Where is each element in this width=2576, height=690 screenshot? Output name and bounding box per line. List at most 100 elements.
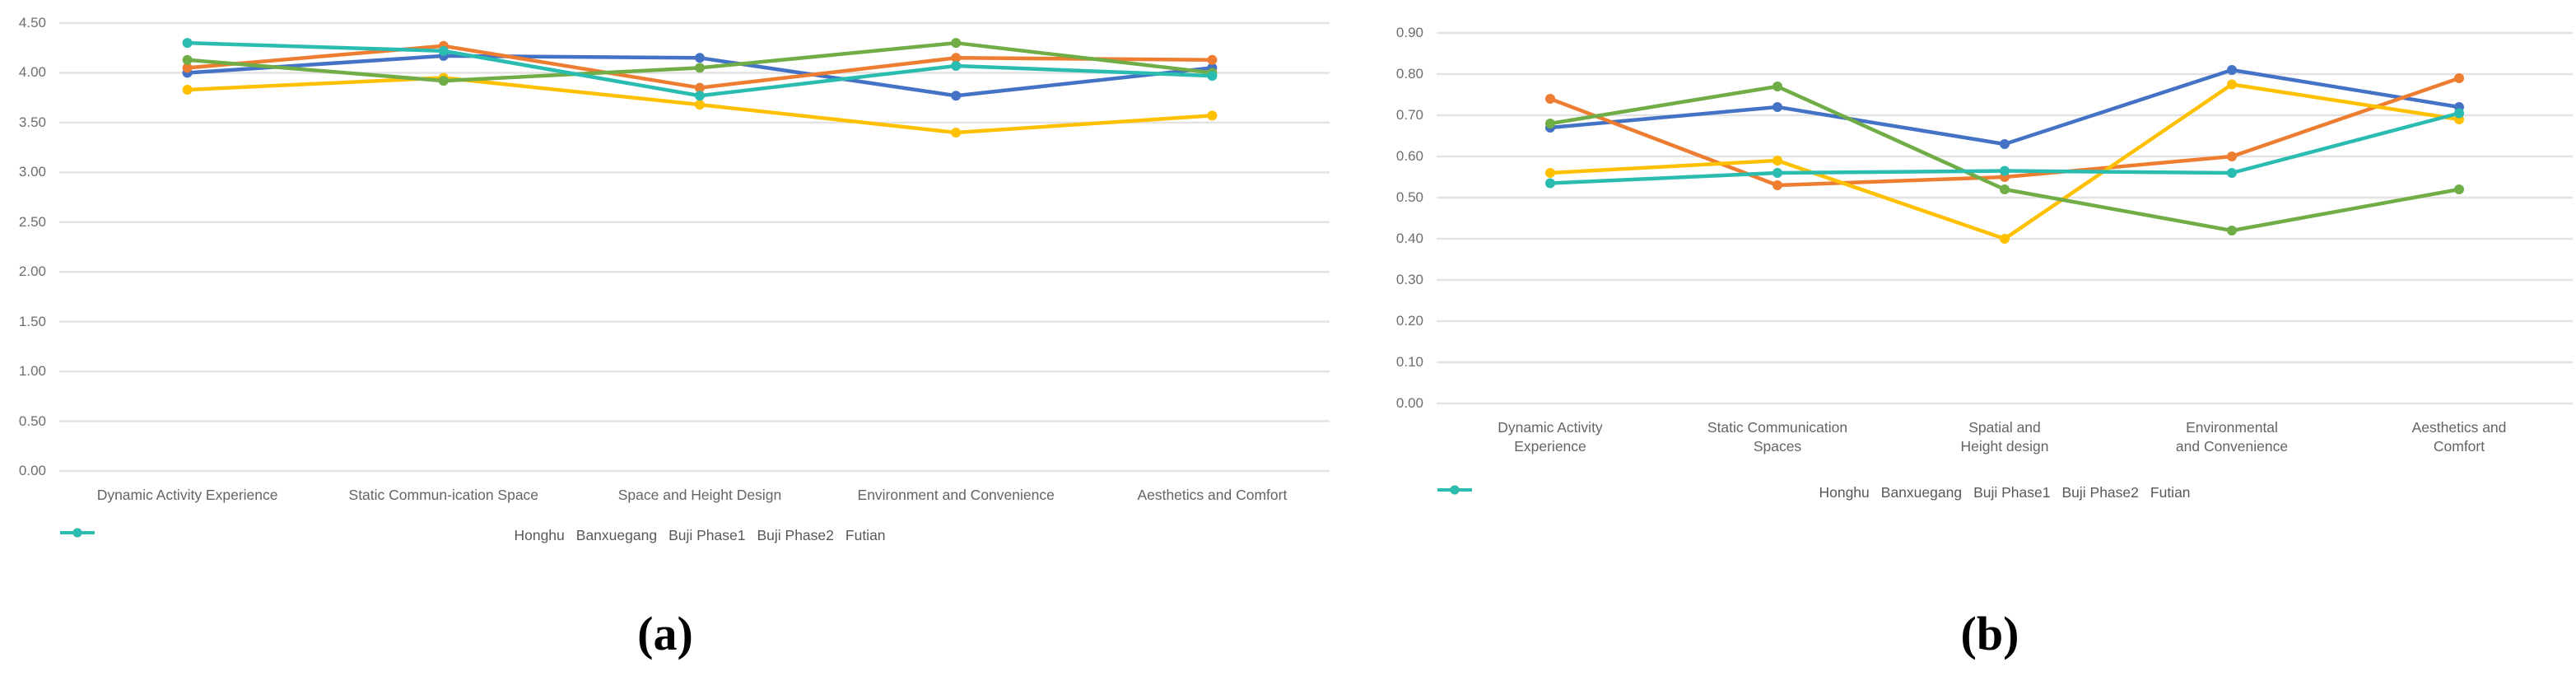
data-point (695, 100, 705, 110)
legend-label: Honghu (1819, 484, 1870, 501)
legend-item-buji-phase2: Buji Phase2 (1437, 484, 2139, 501)
x-category-label: Space and Height Design (617, 487, 782, 503)
data-point (695, 53, 705, 63)
y-tick-label: 0.50 (1395, 189, 1423, 205)
data-point (1772, 156, 1782, 166)
legend: Honghu Banxuegang Buji Phase1 Buji Phase2 Fu… (59, 527, 1340, 544)
legend-item-banxuegang: Banxuegang (60, 527, 658, 544)
legend-label: Buji Phase2 (757, 527, 834, 543)
legend-label: Banxuegang (575, 527, 658, 543)
data-point (1772, 82, 1782, 91)
legend-label: Buji Phase1 (1973, 484, 2051, 501)
y-tick-label: 0.10 (1395, 354, 1423, 370)
chart-b-panel: 0.90 0.80 0.70 0.60 0.50 0.40 0.30 0.20 0.10 0.00… (1350, 0, 2576, 576)
data-point (438, 45, 449, 56)
y-tick-label: 0.20 (1395, 313, 1423, 329)
x-category-label: Static Communication Spaces (1707, 419, 1848, 455)
caption-b: (b) (1960, 607, 2019, 660)
x-category-label: Dynamic Activity Experience (1498, 419, 1603, 455)
y-tick-label: 3.50 (18, 114, 46, 130)
y-tick-label: 0.50 (18, 413, 46, 429)
data-point (182, 54, 193, 65)
y-tick-label: 0.00 (18, 463, 46, 478)
y-tick-label: 2.00 (18, 263, 46, 280)
legend-label: Futian (845, 527, 886, 543)
legend-label: Honghu (514, 527, 565, 543)
data-point (1207, 71, 1218, 82)
y-tick-label: 0.40 (1395, 231, 1423, 246)
legend-label: Buji Phase2 (2061, 484, 2139, 501)
data-point (1207, 54, 1218, 65)
y-tick-label: 0.80 (1395, 66, 1423, 82)
data-point (2227, 168, 2237, 178)
data-point (1772, 102, 1782, 112)
data-point (1772, 180, 1782, 190)
chart-a-panel: 4.50 4.00 3.50 3.00 2.50 2.00 1.50 1.00 0.50 0.00… (0, 0, 1330, 576)
y-tick-label: 1.50 (18, 313, 46, 329)
data-point (951, 38, 962, 49)
data-point (1545, 168, 1555, 178)
chart-b-canvas (1437, 31, 2573, 405)
data-point (951, 127, 962, 138)
series-line-honghu (1548, 68, 2462, 147)
data-point (182, 38, 193, 49)
legend-label: Futian (2150, 484, 2191, 501)
data-point (2000, 166, 2010, 176)
data-point (182, 63, 193, 73)
data-point (1207, 110, 1218, 121)
y-tick-label: 1.00 (18, 363, 46, 380)
legend-item-buji-phase2: Buji Phase2 (60, 527, 834, 544)
legend-label: Banxuegang (1880, 484, 1963, 501)
legend-line-marker-icon (60, 528, 95, 538)
y-tick-label: 0.00 (1395, 395, 1423, 411)
x-category-label: Aesthetics and Comfort (2411, 419, 2507, 455)
data-point (1545, 94, 1555, 104)
y-tick-label: 2.50 (18, 213, 46, 230)
data-point (1545, 178, 1555, 189)
legend-item-banxuegang: Banxuegang (1437, 484, 1963, 501)
data-point (951, 60, 962, 71)
series-line-buji-phase2 (1548, 84, 2462, 233)
data-point (951, 91, 962, 101)
legend-line-marker-icon (1437, 485, 1472, 495)
legend-item-futian: Futian (60, 527, 886, 544)
data-point (2227, 65, 2237, 75)
data-point (2227, 226, 2237, 235)
data-point (2454, 108, 2464, 119)
y-tick-label: 0.30 (1395, 272, 1423, 287)
data-point (1545, 119, 1555, 128)
legend-item-futian: Futian (1437, 484, 2191, 501)
legend-item-honghu: Honghu (60, 527, 565, 544)
data-point (951, 53, 962, 63)
legend-item-buji-phase1: Buji Phase1 (60, 527, 746, 544)
x-category-label: Spatial and Height design (1960, 419, 2049, 455)
data-point (182, 84, 193, 95)
data-point (2454, 184, 2464, 194)
data-point (2227, 79, 2237, 90)
legend: Honghu Banxuegang Buji Phase1 Buji Phase2 Fu… (1437, 484, 2573, 501)
data-point (2000, 234, 2010, 244)
chart-a-canvas (59, 21, 1330, 473)
legend-label: Buji Phase1 (668, 527, 746, 543)
y-tick-label: 0.90 (1395, 25, 1423, 40)
data-point (438, 76, 449, 86)
data-point (695, 91, 705, 101)
data-point (2000, 184, 2010, 194)
y-tick-label: 4.00 (18, 64, 46, 81)
y-tick-label: 4.50 (18, 15, 46, 30)
data-point (2000, 139, 2010, 149)
y-tick-label: 3.00 (18, 164, 46, 180)
data-point (695, 63, 705, 73)
x-category-label: Dynamic Activity Experience (96, 487, 278, 503)
caption-a: (a) (637, 607, 693, 660)
y-tick-label: 0.60 (1395, 148, 1423, 164)
data-point (2227, 152, 2237, 161)
data-point (2454, 73, 2464, 83)
data-point (1772, 168, 1782, 178)
legend-item-buji-phase1: Buji Phase1 (1437, 484, 2051, 501)
legend-item-honghu: Honghu (1437, 484, 1870, 501)
data-point (695, 82, 705, 93)
x-category-label: Aesthetics and Comfort (1137, 487, 1288, 503)
y-tick-label: 0.70 (1395, 107, 1423, 123)
x-category-label: Static Commun-ication Space (348, 487, 539, 503)
